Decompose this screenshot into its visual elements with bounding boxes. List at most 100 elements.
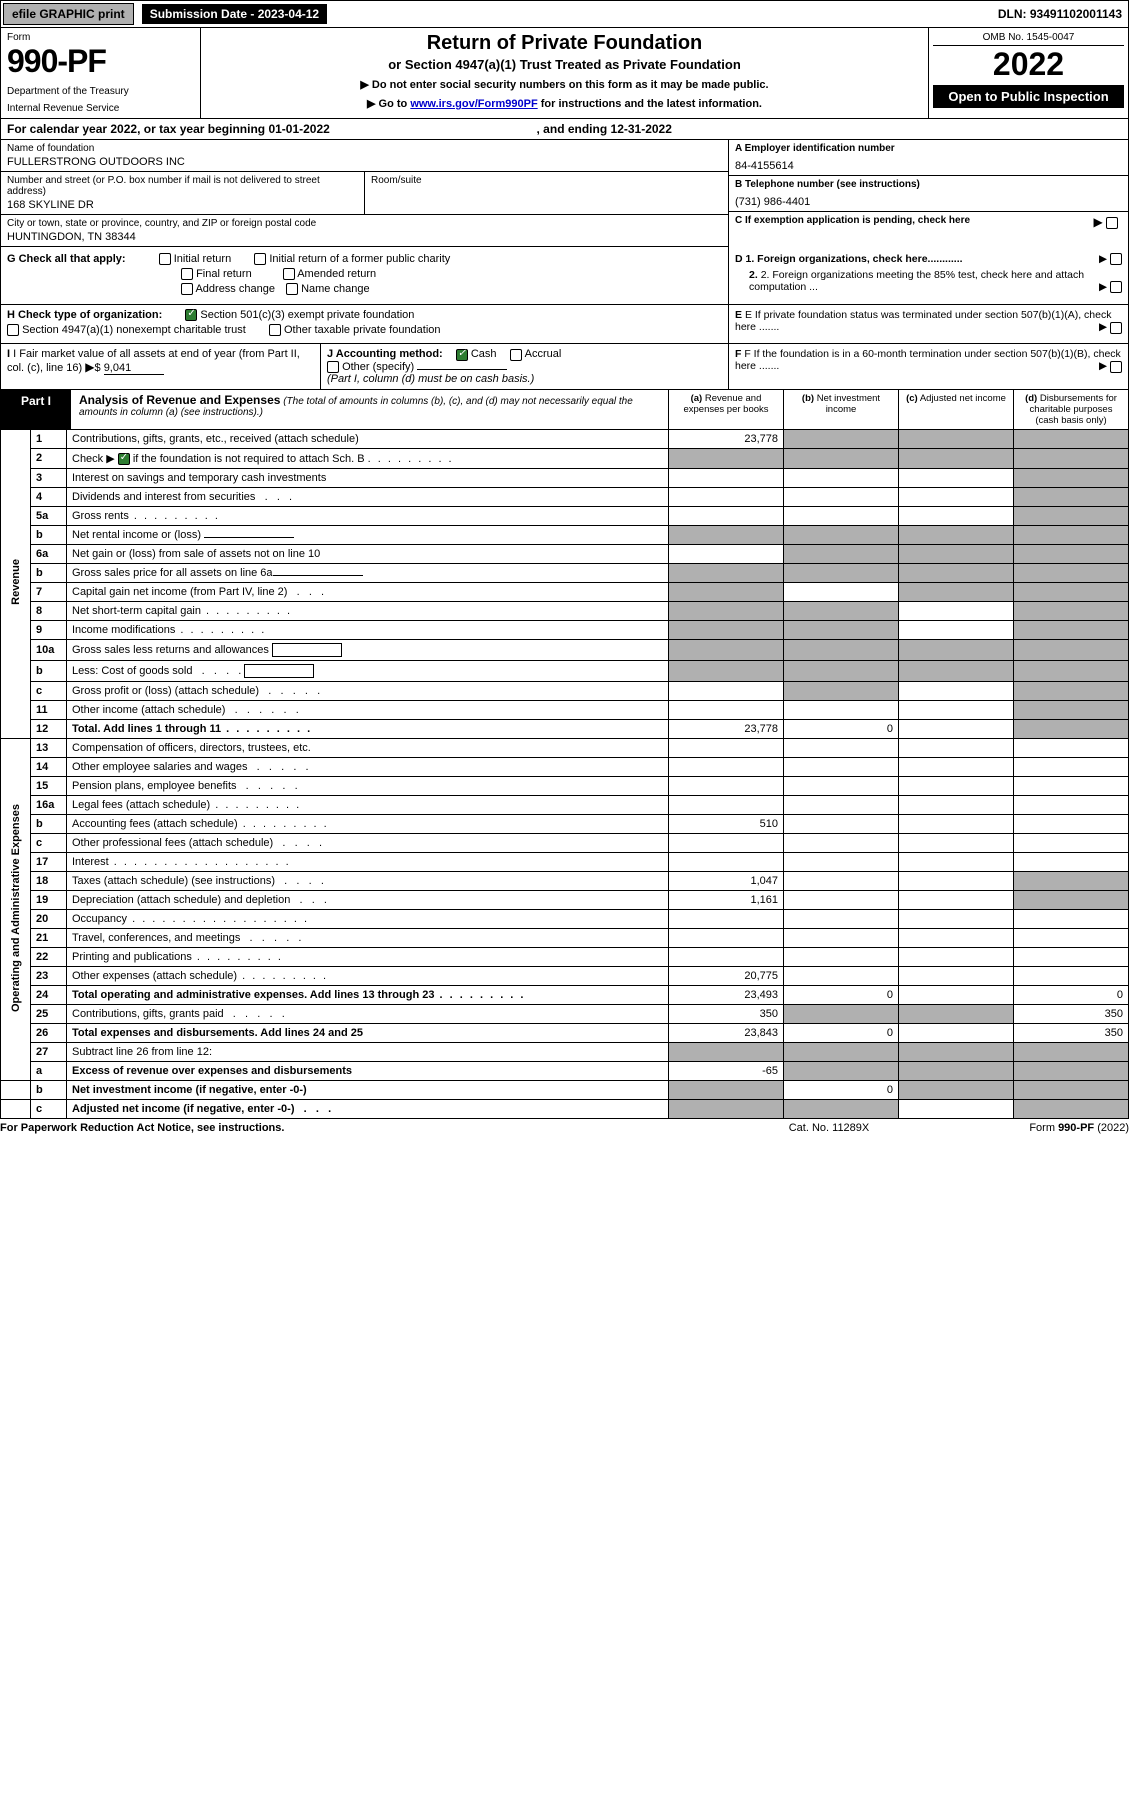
footer-formno: Form 990-PF (2022)	[929, 1122, 1129, 1134]
row-10c: cGross profit or (loss) (attach schedule…	[1, 681, 1129, 700]
d1-checkbox[interactable]	[1110, 253, 1122, 265]
section-i-j-f: I I Fair market value of all assets at e…	[0, 344, 1129, 389]
section-i: I I Fair market value of all assets at e…	[1, 344, 321, 388]
accrual-checkbox[interactable]	[510, 349, 522, 361]
form-note-1: ▶ Do not enter social security numbers o…	[211, 78, 918, 91]
col-d-header: (d) Disbursements for charitable purpose…	[1013, 390, 1128, 429]
val-25a: 350	[669, 1004, 784, 1023]
schb-checkbox[interactable]	[118, 453, 130, 465]
row-26: 26Total expenses and disbursements. Add …	[1, 1023, 1129, 1042]
section-c: C If exemption application is pending, c…	[729, 212, 1128, 236]
other-specify-checkbox[interactable]	[327, 361, 339, 373]
header-center: Return of Private Foundation or Section …	[201, 28, 928, 118]
efile-print-button[interactable]: efile GRAPHIC print	[3, 3, 134, 25]
name-change-checkbox[interactable]	[286, 283, 298, 295]
section-j: J Accounting method: Cash Accrual Other …	[321, 344, 728, 388]
section-g: G Check all that apply: Initial return I…	[1, 247, 728, 304]
amended-return-checkbox[interactable]	[283, 268, 295, 280]
final-return-checkbox[interactable]	[181, 268, 193, 280]
form-label: Form	[7, 32, 194, 43]
row-17: 17Interest	[1, 852, 1129, 871]
foundation-address: 168 SKYLINE DR	[7, 197, 358, 211]
ein-value: 84-4155614	[735, 154, 1122, 172]
row-23: 23Other expenses (attach schedule)20,775	[1, 966, 1129, 985]
expenses-side-label: Operating and Administrative Expenses	[1, 738, 31, 1080]
row-6a: 6aNet gain or (loss) from sale of assets…	[1, 544, 1129, 563]
open-public-badge: Open to Public Inspection	[933, 85, 1124, 108]
row-10b: bLess: Cost of goods sold . . . .	[1, 660, 1129, 681]
initial-return-checkbox[interactable]	[159, 253, 171, 265]
ein-cell: A Employer identification number 84-4155…	[729, 140, 1128, 176]
foundation-name: FULLERSTRONG OUTDOORS INC	[7, 154, 722, 168]
col-b-header: (b) Net investment income	[783, 390, 898, 429]
val-26a: 23,843	[669, 1023, 784, 1042]
row-18: 18Taxes (attach schedule) (see instructi…	[1, 871, 1129, 890]
part1-label: Part I	[1, 390, 71, 429]
row-3: 3Interest on savings and temporary cash …	[1, 468, 1129, 487]
dept-treasury: Department of the Treasury	[7, 86, 194, 97]
section-g-d: G Check all that apply: Initial return I…	[0, 247, 1129, 305]
top-bar: efile GRAPHIC print Submission Date - 20…	[0, 0, 1129, 28]
footer-catno: Cat. No. 11289X	[729, 1122, 929, 1134]
col-c-header: (c) Adjusted net income	[898, 390, 1013, 429]
val-24a: 23,493	[669, 985, 784, 1004]
calendar-year-row: For calendar year 2022, or tax year begi…	[0, 119, 1129, 140]
4947-checkbox[interactable]	[7, 324, 19, 336]
row-10a: 10aGross sales less returns and allowanc…	[1, 639, 1129, 660]
c-checkbox[interactable]	[1106, 217, 1118, 229]
form-note-2: ▶ Go to www.irs.gov/Form990PF for instru…	[211, 97, 918, 110]
row-25: 25Contributions, gifts, grants paid . . …	[1, 1004, 1129, 1023]
row-15: 15Pension plans, employee benefits . . .…	[1, 776, 1129, 795]
val-24b: 0	[784, 985, 899, 1004]
val-12a: 23,778	[669, 719, 784, 738]
foundation-name-cell: Name of foundation FULLERSTRONG OUTDOORS…	[1, 140, 728, 172]
val-23a: 20,775	[669, 966, 784, 985]
row-6b: bGross sales price for all assets on lin…	[1, 563, 1129, 582]
row-7: 7Capital gain net income (from Part IV, …	[1, 582, 1129, 601]
header-right: OMB No. 1545-0047 2022 Open to Public In…	[928, 28, 1128, 118]
initial-former-checkbox[interactable]	[254, 253, 266, 265]
501c3-checkbox[interactable]	[185, 309, 197, 321]
city-cell: City or town, state or province, country…	[1, 215, 728, 247]
row-19: 19Depreciation (attach schedule) and dep…	[1, 890, 1129, 909]
val-26b: 0	[784, 1023, 899, 1042]
row-5b: bNet rental income or (loss)	[1, 525, 1129, 544]
form-header: Form 990-PF Department of the Treasury I…	[0, 28, 1129, 119]
irs-link[interactable]: www.irs.gov/Form990PF	[410, 98, 537, 110]
val-27aa: -65	[669, 1061, 784, 1080]
part1-header: Part I Analysis of Revenue and Expenses …	[0, 390, 1129, 430]
address-cell: Number and street (or P.O. box number if…	[1, 172, 364, 215]
row-4: 4Dividends and interest from securities …	[1, 487, 1129, 506]
cash-checkbox[interactable]	[456, 349, 468, 361]
row-1: Revenue 1Contributions, gifts, grants, e…	[1, 430, 1129, 449]
row-24: 24Total operating and administrative exp…	[1, 985, 1129, 1004]
row-16a: 16aLegal fees (attach schedule)	[1, 795, 1129, 814]
row-27c: cAdjusted net income (if negative, enter…	[1, 1099, 1129, 1118]
section-h: H Check type of organization: Section 50…	[1, 305, 728, 343]
row-12: 12Total. Add lines 1 through 1123,7780	[1, 719, 1129, 738]
irs-label: Internal Revenue Service	[7, 103, 194, 114]
address-change-checkbox[interactable]	[181, 283, 193, 295]
d2-checkbox[interactable]	[1110, 281, 1122, 293]
part1-title: Analysis of Revenue and Expenses (The to…	[71, 390, 668, 429]
f-checkbox[interactable]	[1110, 361, 1122, 373]
e-checkbox[interactable]	[1110, 322, 1122, 334]
section-d: D 1. Foreign organizations, check here..…	[728, 247, 1128, 304]
other-taxable-checkbox[interactable]	[269, 324, 281, 336]
val-24d: 0	[1014, 985, 1129, 1004]
row-20: 20Occupancy	[1, 909, 1129, 928]
foundation-info: Name of foundation FULLERSTRONG OUTDOORS…	[0, 140, 1129, 247]
row-27b: bNet investment income (if negative, ent…	[1, 1080, 1129, 1099]
val-18a: 1,047	[669, 871, 784, 890]
val-26d: 350	[1014, 1023, 1129, 1042]
form-subtitle: or Section 4947(a)(1) Trust Treated as P…	[211, 57, 918, 72]
row-13: Operating and Administrative Expenses 13…	[1, 738, 1129, 757]
part1-table: Revenue 1Contributions, gifts, grants, e…	[0, 430, 1129, 1119]
val-27bb: 0	[784, 1080, 899, 1099]
col-a-header: (a) Revenue and expenses per books	[668, 390, 783, 429]
foundation-city: HUNTINGDON, TN 38344	[7, 229, 722, 243]
form-title: Return of Private Foundation	[211, 32, 918, 55]
omb-number: OMB No. 1545-0047	[933, 32, 1124, 46]
header-left: Form 990-PF Department of the Treasury I…	[1, 28, 201, 118]
row-5a: 5aGross rents	[1, 506, 1129, 525]
